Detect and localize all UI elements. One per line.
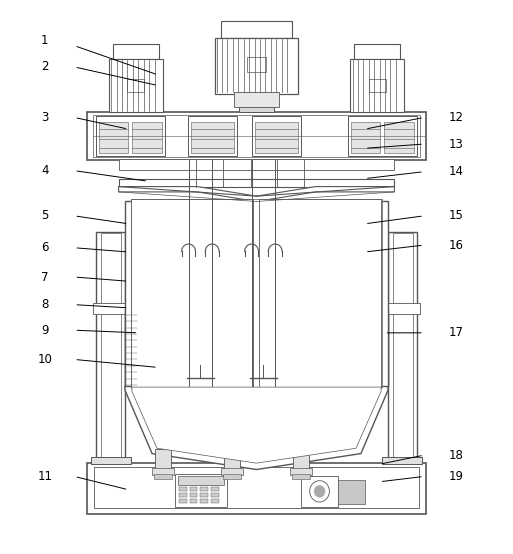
Text: 9: 9 <box>41 324 49 337</box>
Bar <box>155 449 171 470</box>
Bar <box>369 79 386 92</box>
Bar <box>211 493 219 497</box>
Bar <box>92 115 421 157</box>
Bar <box>190 122 234 152</box>
Text: 12: 12 <box>448 111 463 124</box>
Bar <box>239 94 274 112</box>
Bar <box>247 58 266 72</box>
Polygon shape <box>125 386 388 470</box>
Text: 14: 14 <box>448 165 463 178</box>
Bar <box>90 456 131 464</box>
Bar <box>224 449 240 470</box>
Text: 4: 4 <box>41 164 49 177</box>
Bar <box>350 59 404 112</box>
Bar <box>92 302 129 314</box>
Bar <box>251 116 301 156</box>
Polygon shape <box>132 387 381 463</box>
Bar <box>99 122 128 152</box>
Bar <box>177 476 225 485</box>
Bar <box>132 122 162 152</box>
Bar <box>201 499 208 503</box>
Bar <box>292 474 310 479</box>
Text: 16: 16 <box>448 239 463 252</box>
Bar <box>354 44 400 59</box>
Text: 11: 11 <box>37 470 52 483</box>
Bar <box>127 79 144 92</box>
Bar <box>211 499 219 503</box>
Bar <box>94 468 419 509</box>
Bar <box>221 468 243 475</box>
Bar <box>125 301 137 386</box>
Text: 1: 1 <box>41 34 49 47</box>
Bar <box>214 38 299 94</box>
Bar <box>154 474 172 479</box>
Bar <box>384 302 421 314</box>
Bar <box>388 232 417 460</box>
Bar <box>293 449 309 470</box>
Bar <box>179 487 187 491</box>
Text: 7: 7 <box>41 270 49 284</box>
Text: 18: 18 <box>448 449 463 461</box>
Bar <box>382 456 423 464</box>
Bar <box>113 44 159 59</box>
Bar <box>201 493 208 497</box>
Bar <box>211 487 219 491</box>
Text: 15: 15 <box>448 209 463 222</box>
Bar <box>179 493 187 497</box>
Bar <box>152 468 174 475</box>
Bar <box>87 463 426 514</box>
Text: 13: 13 <box>448 137 463 151</box>
Circle shape <box>314 485 325 497</box>
Bar <box>189 499 198 503</box>
Text: 6: 6 <box>41 241 49 254</box>
Bar <box>189 487 198 491</box>
Bar <box>348 116 417 156</box>
Bar <box>175 474 227 507</box>
Bar <box>290 468 312 475</box>
Bar <box>131 199 252 388</box>
Bar <box>260 199 381 388</box>
Bar <box>109 59 163 112</box>
Bar <box>96 232 125 460</box>
Text: 8: 8 <box>41 298 48 311</box>
Bar <box>188 116 237 156</box>
Bar <box>201 487 208 491</box>
Text: 3: 3 <box>41 111 48 124</box>
Bar <box>102 233 121 458</box>
Polygon shape <box>119 187 394 202</box>
Bar <box>125 309 388 386</box>
Bar <box>223 474 241 479</box>
Text: 17: 17 <box>448 326 463 340</box>
Text: 19: 19 <box>448 470 463 483</box>
Bar <box>221 20 292 38</box>
Bar <box>234 92 279 107</box>
Bar <box>179 499 187 503</box>
Bar <box>254 122 298 152</box>
Bar <box>125 202 388 386</box>
Bar <box>338 480 365 504</box>
Bar <box>131 199 382 387</box>
Bar <box>119 159 394 170</box>
Bar <box>301 476 338 507</box>
Bar <box>189 493 198 497</box>
Text: 5: 5 <box>41 209 48 222</box>
Bar <box>393 233 412 458</box>
Bar <box>96 116 165 156</box>
Text: 2: 2 <box>41 60 49 74</box>
Text: 10: 10 <box>37 353 52 366</box>
Bar <box>131 311 382 383</box>
Bar <box>119 178 394 187</box>
Bar <box>350 122 380 152</box>
Bar <box>384 122 413 152</box>
Bar <box>87 112 426 160</box>
